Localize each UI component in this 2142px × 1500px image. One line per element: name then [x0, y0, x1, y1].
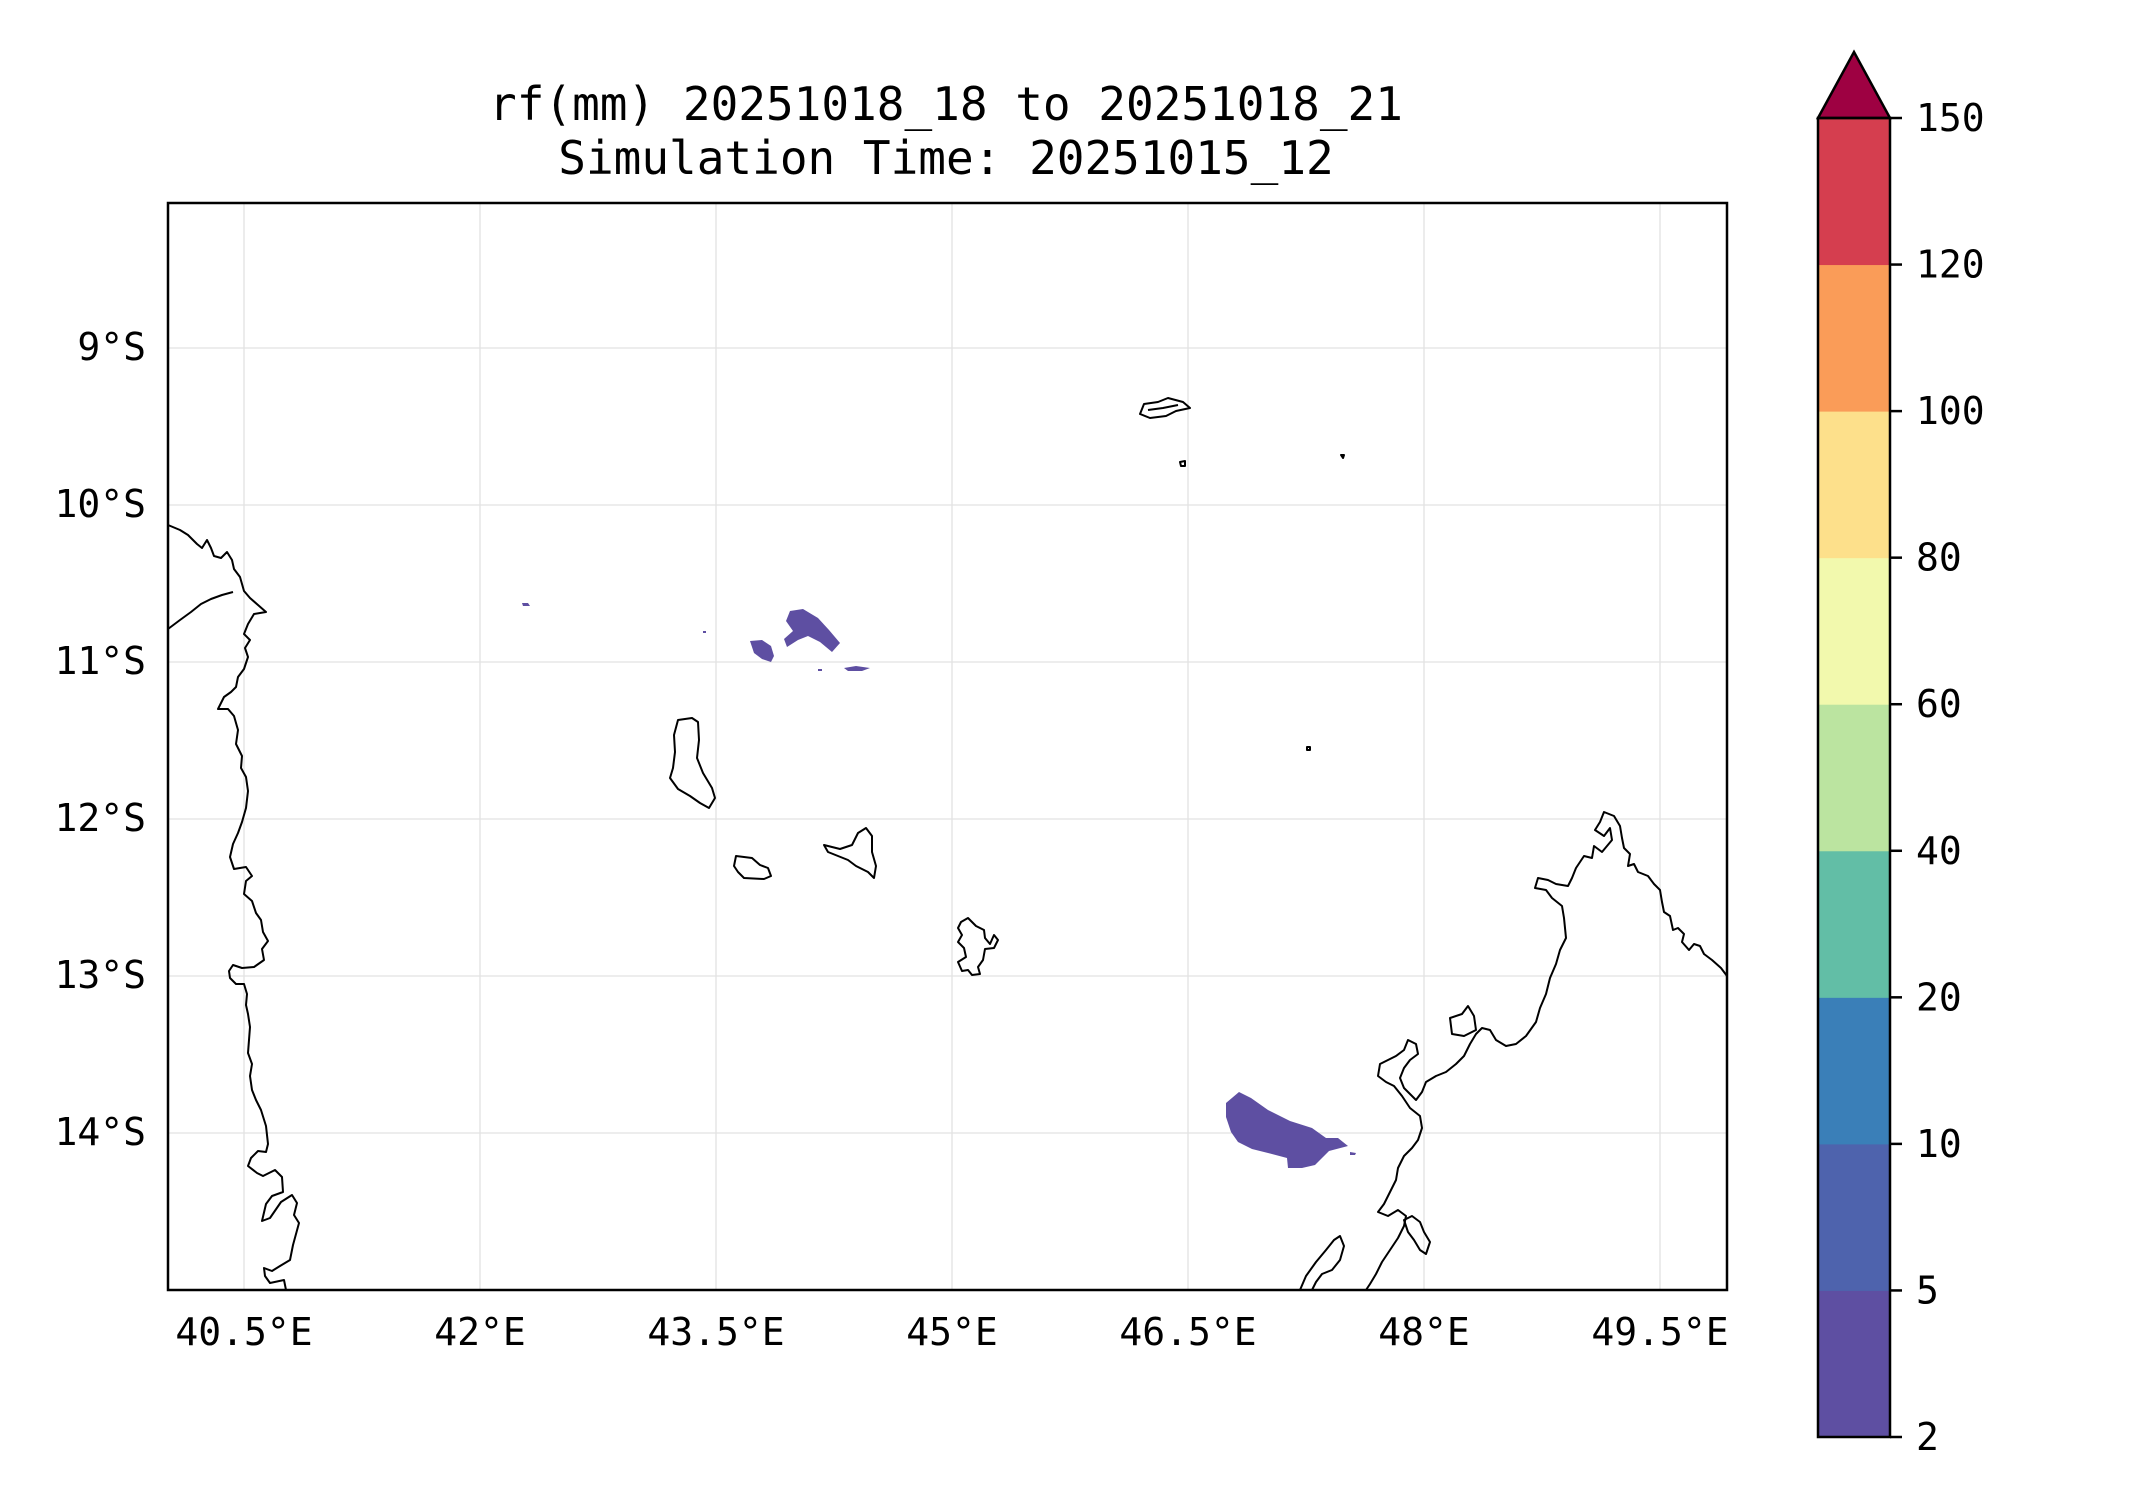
y-tick-label: 12°S — [54, 796, 146, 840]
map-background — [168, 203, 1727, 1290]
coastline-aldabra — [1139, 397, 1191, 419]
rain-patch-mohéli-north — [784, 609, 840, 652]
x-tick-label: 42°E — [434, 1310, 526, 1354]
colorbar-segment — [1818, 264, 1890, 412]
colorbar-tick-label: 80 — [1916, 536, 1962, 580]
y-tick-label: 9°S — [77, 325, 146, 369]
coastline-islet-a — [1179, 460, 1186, 467]
rain-patch-dot-a — [522, 603, 530, 606]
coastline-anjouan — [823, 827, 877, 879]
colorbar-segment — [1818, 850, 1890, 998]
coastline-moheli — [733, 855, 772, 880]
x-axis-ticks: 40.5°E 42°E 43.5°E 45°E 46.5°E 48°E 49.5… — [175, 1310, 1728, 1354]
coastline-nosy-be — [1449, 1005, 1477, 1037]
coastline-madagascar-south — [1299, 1235, 1345, 1291]
colorbar-tick-label: 100 — [1916, 389, 1985, 433]
colorbar-tick-label: 10 — [1916, 1122, 1962, 1166]
y-tick-label: 11°S — [54, 639, 146, 683]
y-axis-ticks: 9°S 10°S 11°S 12°S 13°S 14°S — [54, 325, 146, 1154]
x-tick-label: 48°E — [1378, 1310, 1470, 1354]
colorbar-frame — [1816, 116, 1892, 1439]
rain-patch-dot-d — [1350, 1152, 1356, 1155]
colorbar-segment — [1818, 118, 1890, 266]
colorbar-tick-label: 40 — [1916, 829, 1962, 873]
rain-patch-dot-b — [703, 631, 706, 633]
x-tick-label: 49.5°E — [1591, 1310, 1728, 1354]
map-title-line1: rf(mm) 20251018_18 to 20251018_21 — [489, 77, 1403, 131]
coastline-mayotte — [957, 917, 999, 976]
x-tick-label: 45°E — [906, 1310, 998, 1354]
coastline-islet-b — [1340, 454, 1345, 459]
colorbar-tick-label: 20 — [1916, 975, 1962, 1019]
colorbar-segment — [1818, 997, 1890, 1145]
colorbar-segment — [1818, 704, 1890, 852]
colorbar-segments — [1818, 118, 1890, 1438]
rain-patch-dot-c — [818, 669, 822, 671]
colorbar-segment — [1818, 411, 1890, 559]
colorbar-segment — [1818, 1143, 1890, 1291]
colorbar-segment — [1818, 1290, 1890, 1438]
coastline-islet-c — [1306, 746, 1311, 751]
colorbar-tick-label: 150 — [1916, 96, 1985, 140]
rainfall-areas — [522, 603, 1356, 1168]
rain-patch-sliver — [844, 666, 870, 671]
coastline-madagascar-bay — [1403, 1215, 1431, 1255]
colorbar-tick-label: 2 — [1916, 1415, 1939, 1459]
map-panel — [166, 201, 1729, 1292]
colorbar-tick-label: 5 — [1916, 1268, 1939, 1312]
x-tick-label: 43.5°E — [647, 1310, 784, 1354]
rain-patch-madagascar-northwest — [1226, 1092, 1348, 1168]
rain-patch-small-west — [750, 640, 774, 662]
coastline-africa — [167, 524, 300, 1291]
y-tick-label: 14°S — [54, 1110, 146, 1154]
x-tick-label: 40.5°E — [175, 1310, 312, 1354]
colorbar-segment — [1818, 557, 1890, 705]
gridlines — [168, 203, 1727, 1290]
y-tick-label: 10°S — [54, 482, 146, 526]
map-title-line2: Simulation Time: 20251015_12 — [558, 131, 1333, 185]
coastline-grande-comore — [669, 717, 716, 809]
x-tick-label: 46.5°E — [1119, 1310, 1256, 1354]
y-tick-label: 13°S — [54, 953, 146, 997]
coastline-africa-lower — [167, 591, 234, 630]
colorbar-ticks: 2 5 10 20 40 60 80 100 120 150 — [1890, 96, 1985, 1459]
colorbar-tick-label: 60 — [1916, 682, 1962, 726]
coastline-madagascar — [1365, 811, 1728, 1291]
colorbar-tick-label: 120 — [1916, 243, 1985, 287]
coastlines — [167, 397, 1728, 1291]
colorbar: 2 5 10 20 40 60 80 100 120 150 — [1815, 49, 1985, 1459]
map-frame — [166, 201, 1729, 1292]
colorbar-extend-arrow — [1815, 49, 1893, 120]
